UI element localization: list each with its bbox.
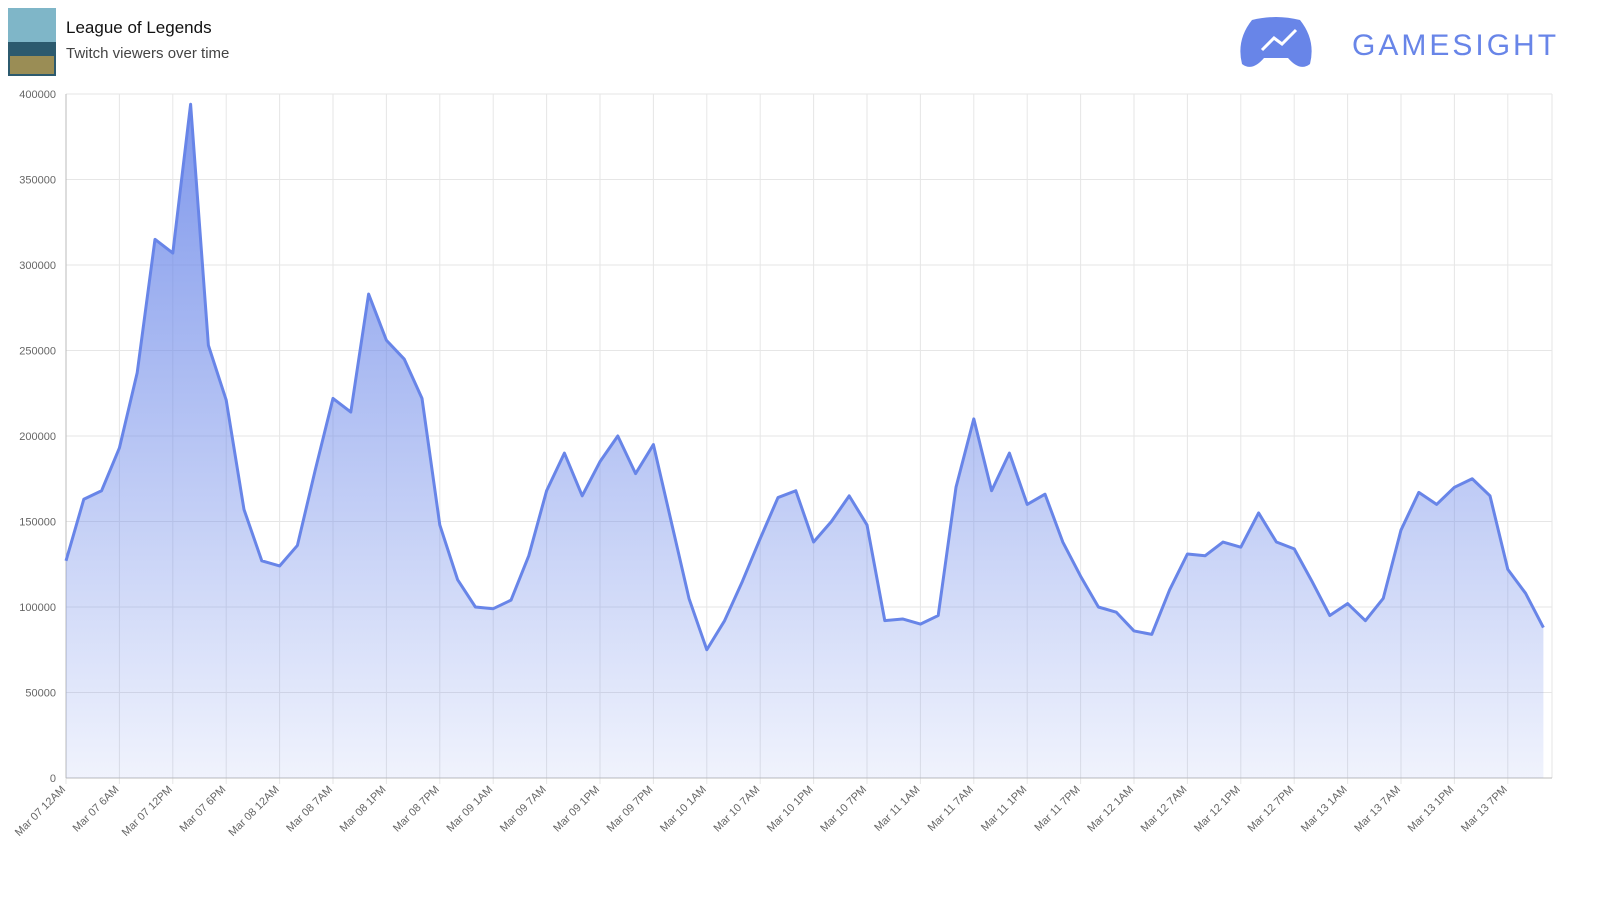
x-tick-label: Mar 07 12AM <box>13 784 68 839</box>
y-tick-label: 100000 <box>19 602 56 614</box>
x-tick-label: Mar 08 12AM <box>227 784 282 839</box>
x-tick-label: Mar 10 1AM <box>658 784 709 835</box>
x-tick-label: Mar 10 7PM <box>818 784 869 835</box>
x-tick-label: Mar 13 7PM <box>1459 784 1510 835</box>
x-tick-label: Mar 07 12PM <box>120 784 175 839</box>
y-tick-label: 50000 <box>25 688 56 700</box>
x-tick-label: Mar 12 7PM <box>1245 784 1296 835</box>
brand-logo <box>1240 17 1312 67</box>
x-tick-label: Mar 08 7AM <box>284 784 335 835</box>
y-tick-label: 250000 <box>19 346 56 358</box>
area-fill <box>66 104 1544 778</box>
x-tick-label: Mar 09 7AM <box>498 784 549 835</box>
x-tick-label: Mar 09 1AM <box>444 784 495 835</box>
y-tick-label: 0 <box>50 773 56 785</box>
x-tick-label: Mar 13 1PM <box>1406 784 1457 835</box>
x-tick-label: Mar 11 7AM <box>926 784 976 834</box>
y-tick-label: 150000 <box>19 517 56 529</box>
line <box>64 102 1545 652</box>
x-tick-label: Mar 10 7AM <box>711 784 762 835</box>
x-tick-label: Mar 07 6PM <box>177 784 228 835</box>
x-tick-label: Mar 10 1PM <box>765 784 816 835</box>
x-tick-label: Mar 13 7AM <box>1352 784 1403 835</box>
x-tick-label: Mar 08 1PM <box>338 784 389 835</box>
x-tick-label: Mar 12 1PM <box>1192 784 1243 835</box>
game-icon <box>8 8 56 76</box>
x-tick-label: Mar 11 1AM <box>872 784 922 834</box>
x-tick-label: Mar 12 1AM <box>1085 784 1136 835</box>
x-tick-label: Mar 13 1AM <box>1299 784 1350 835</box>
y-tick-label: 200000 <box>19 431 56 443</box>
subtitle: Twitch viewers over time <box>66 45 229 62</box>
x-tick-label: Mar 11 1PM <box>979 784 1029 834</box>
x-tick-label: Mar 07 6AM <box>71 784 122 835</box>
title: League of Legends <box>66 18 212 37</box>
x-tick-label: Mar 09 1PM <box>551 784 602 835</box>
x-tick-label: Mar 09 7PM <box>605 784 656 835</box>
y-tick-label: 300000 <box>19 260 56 272</box>
y-tick-label: 350000 <box>19 175 56 187</box>
x-tick-label: Mar 12 7AM <box>1139 784 1190 835</box>
x-tick-label: Mar 08 7PM <box>391 784 442 835</box>
y-tick-label: 400000 <box>19 89 56 101</box>
brand-name: GAMESIGHT <box>1352 29 1559 62</box>
x-tick-label: Mar 11 7PM <box>1032 784 1082 834</box>
